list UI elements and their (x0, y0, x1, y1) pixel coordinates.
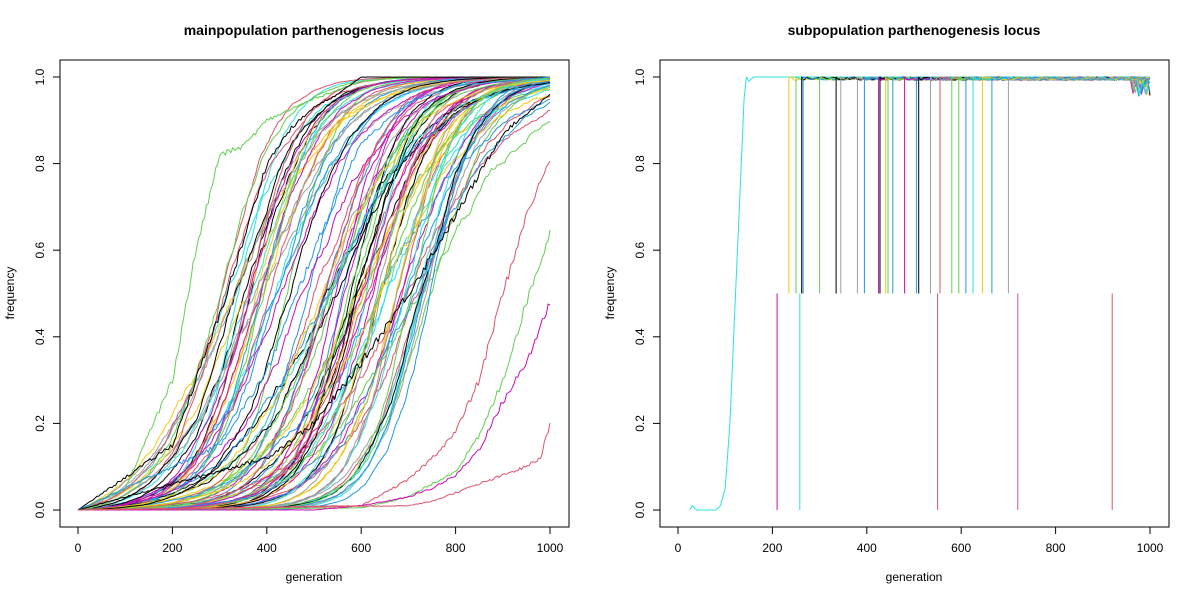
main-series-line (78, 422, 551, 511)
main-series-line (77, 77, 550, 511)
main-series-line (77, 80, 551, 511)
sub-main-series-line (689, 76, 1150, 511)
main-y-axis-label: frequency (3, 267, 17, 320)
main-plot-frame (59, 59, 570, 528)
main-series-group (77, 76, 551, 511)
sub-population-panel: subpopulation parthenogenesis locus 0 200… (603, 22, 1170, 584)
main-y-tick-label: 0.4 (33, 328, 47, 345)
main-series-line (77, 78, 550, 511)
sub-invasion-line (801, 76, 1150, 294)
sub-plot-frame (659, 59, 1170, 528)
sub-panel-title: subpopulation parthenogenesis locus (788, 22, 1041, 38)
main-series-line (77, 94, 551, 511)
sub-invasion-line (1007, 76, 1150, 294)
main-series-line (78, 303, 551, 511)
sub-invasion-line (939, 76, 1150, 294)
sub-x-axis-label: generation (886, 570, 943, 584)
main-y-tick-label: 0.8 (33, 155, 47, 172)
sub-y-tick-label: 0.0 (633, 501, 647, 518)
main-series-line (77, 76, 550, 511)
sub-invasion-line (951, 76, 1150, 294)
sub-x-tick-label: 1000 (1137, 541, 1164, 555)
sub-invasion-line (918, 76, 1148, 294)
main-x-tick-label: 800 (446, 541, 466, 555)
sub-invasion-line (819, 76, 1148, 294)
sub-series-group (689, 76, 1151, 511)
main-series-line (77, 76, 550, 511)
sub-invasion-line (958, 76, 1149, 294)
sub-y-tick-label: 0.8 (633, 155, 647, 172)
main-x-tick-label: 400 (257, 541, 277, 555)
sub-x-tick-label: 600 (951, 541, 971, 555)
main-x-tick-label: 1000 (537, 541, 564, 555)
sub-invasion-line (981, 76, 1150, 294)
sub-y-tick-label: 1.0 (633, 68, 647, 85)
main-series-line (78, 88, 551, 511)
main-y-tick-label: 0.0 (33, 501, 47, 518)
main-x-tick-label: 600 (351, 541, 371, 555)
main-series-line (77, 79, 551, 511)
main-y-tick-label: 0.2 (33, 415, 47, 432)
sub-invasion-line (904, 76, 1148, 294)
sub-invasion-line (972, 76, 1149, 294)
main-x-tick-label: 0 (75, 541, 82, 555)
sub-invasion-line (892, 76, 1151, 294)
sub-invasion-line (879, 76, 1149, 294)
sub-x-tick-label: 400 (857, 541, 877, 555)
sub-x-tick-label: 200 (762, 541, 782, 555)
sub-invasion-line (887, 76, 1149, 294)
main-y-tick-label: 0.6 (33, 242, 47, 259)
sub-invasion-line (915, 76, 1149, 294)
sub-x-tick-label: 0 (675, 541, 682, 555)
main-series-line (77, 98, 551, 511)
main-panel-title: mainpopulation parthenogenesis locus (184, 22, 445, 38)
sub-invasion-line (863, 76, 1151, 294)
sub-y-axis-label: frequency (603, 267, 617, 320)
sub-invasion-line (991, 76, 1151, 294)
main-population-panel: mainpopulation parthenogenesis locus 0 20… (3, 22, 570, 584)
sub-invasion-line (885, 76, 1149, 294)
sub-invasion-line (840, 76, 1150, 294)
sub-invasion-line (835, 76, 1151, 294)
main-x-tick-label: 200 (162, 541, 182, 555)
sub-invasion-line (965, 76, 1150, 294)
main-series-line (77, 88, 551, 511)
main-x-axis-label: generation (286, 570, 343, 584)
sub-axes: 0 200 400 600 800 1000 0.0 0.2 0.4 0.6 0.8 1.0 (633, 68, 1163, 555)
sub-y-tick-label: 0.6 (633, 242, 647, 259)
main-series-line (77, 76, 550, 511)
sub-invasion-line (930, 76, 1149, 294)
sub-y-tick-label: 0.2 (633, 415, 647, 432)
sub-invasion-line (856, 76, 1149, 294)
sub-invasion-line (878, 76, 1151, 294)
main-axes: 0 200 400 600 800 1000 0.0 0.2 0.4 0.6 0.8 1.0 (33, 68, 563, 555)
sub-invasion-line (788, 76, 1149, 294)
sub-y-tick-label: 0.4 (633, 328, 647, 345)
main-y-tick-label: 1.0 (33, 68, 47, 85)
sub-x-tick-label: 800 (1046, 541, 1066, 555)
main-series-line (77, 83, 551, 511)
main-series-line (78, 121, 551, 511)
sub-invasion-line (802, 76, 1149, 294)
main-series-line (77, 93, 551, 511)
